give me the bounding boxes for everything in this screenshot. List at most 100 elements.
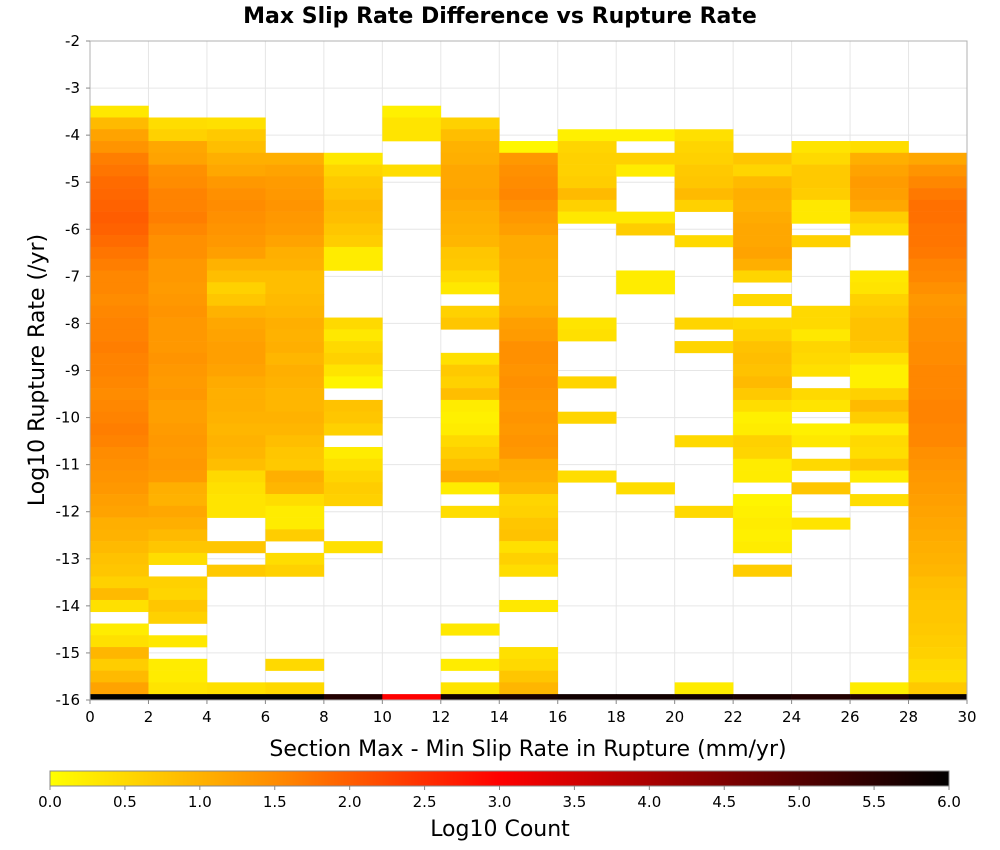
x-tick-label: 24 — [782, 708, 801, 726]
heatmap-cell — [90, 517, 149, 530]
y-tick-label: -12 — [56, 503, 81, 521]
heatmap-cell — [90, 588, 149, 601]
heatmap-cell — [90, 176, 149, 189]
heatmap-cell — [791, 329, 851, 342]
heatmap-cell — [499, 552, 559, 565]
heatmap-cell — [791, 694, 851, 701]
heatmap-cell — [733, 176, 792, 189]
heatmap-cell — [499, 364, 559, 377]
y-tick-label: -9 — [65, 362, 80, 380]
heatmap-cell — [850, 141, 909, 154]
heatmap-cell — [557, 694, 617, 701]
heatmap-cell — [148, 635, 208, 648]
heatmap-cell — [148, 352, 208, 365]
heatmap-cell — [557, 211, 617, 224]
heatmap-cell — [499, 423, 559, 436]
heatmap-cell — [323, 352, 383, 365]
heatmap-cell — [908, 470, 968, 483]
heatmap-cell — [850, 388, 909, 401]
heatmap-cell — [90, 305, 149, 318]
heatmap-cell — [616, 129, 675, 142]
y-tick-label: -4 — [65, 126, 80, 144]
heatmap-cell — [908, 199, 968, 212]
heatmap-cell — [850, 329, 909, 342]
heatmap-cell — [90, 599, 149, 613]
heatmap-cell — [265, 505, 325, 518]
colorbar-tick-label: 4.5 — [712, 793, 736, 811]
heatmap-cell — [90, 423, 149, 436]
heatmap-cell — [90, 129, 149, 142]
heatmap-cell — [323, 258, 383, 271]
heatmap-cell — [206, 564, 266, 577]
heatmap-cell — [557, 199, 617, 212]
heatmap-cell — [148, 494, 208, 507]
y-tick-label: -16 — [56, 691, 81, 709]
colorbar-tick-label: 5.0 — [787, 793, 811, 811]
heatmap-cell — [499, 329, 559, 342]
x-tick-label: 22 — [724, 708, 743, 726]
heatmap-cell — [323, 470, 383, 483]
heatmap-cell — [440, 282, 500, 295]
heatmap-cell — [908, 188, 968, 201]
heatmap-cell — [206, 505, 266, 518]
x-tick-label: 8 — [319, 708, 329, 726]
heatmap-cell — [733, 517, 792, 530]
y-tick-label: -13 — [56, 550, 81, 568]
heatmap-cell — [206, 235, 266, 248]
heatmap-cell — [674, 435, 734, 448]
heatmap-cell — [90, 294, 149, 307]
heatmap-cell — [557, 470, 617, 483]
heatmap-cell — [323, 376, 383, 389]
heatmap-cell — [148, 246, 208, 260]
heatmap-cell — [850, 494, 909, 507]
heatmap-cell — [499, 317, 559, 330]
heatmap-cell — [499, 670, 559, 683]
heatmap-cell — [206, 188, 266, 201]
heatmap-cell — [265, 564, 325, 577]
heatmap-cell — [206, 199, 266, 212]
colorbar-tick-label: 0.5 — [113, 793, 137, 811]
heatmap-cell — [440, 152, 500, 165]
heatmap-cell — [206, 282, 266, 295]
heatmap-cell — [850, 211, 909, 224]
heatmap-cell — [90, 541, 149, 554]
heatmap-cell — [323, 188, 383, 201]
heatmap-cell — [382, 105, 442, 118]
y-axis-ticks: -2 -3 -4 -5 -6 -7 -8 -9 -10 -11 -12 -13 -14 -15 -16 — [56, 32, 90, 709]
heatmap-cell — [265, 282, 325, 295]
heatmap-cell — [791, 211, 851, 224]
heatmap-cell — [499, 599, 559, 613]
heatmap-cell — [90, 576, 149, 589]
heatmap-cell — [791, 164, 851, 177]
heatmap-cell — [440, 317, 500, 330]
heatmap-cell — [733, 199, 792, 212]
heatmap-cell — [733, 235, 792, 248]
heatmap-cell — [850, 435, 909, 448]
heatmap-cell — [733, 435, 792, 448]
colorbar — [49, 770, 950, 787]
heatmap-cell — [499, 164, 559, 177]
heatmap-cell — [265, 529, 325, 542]
heatmap-cell — [382, 694, 442, 701]
heatmap-cell — [148, 129, 208, 142]
heatmap-cell — [206, 458, 266, 471]
heatmap-cell — [206, 270, 266, 283]
heatmap-cell — [148, 670, 208, 683]
colorbar-tick-label: 3.5 — [562, 793, 586, 811]
colorbar-label: Log10 Count — [430, 817, 570, 842]
heatmap-cell — [733, 470, 792, 483]
heatmap-cell — [733, 411, 792, 424]
colorbar-tick-label: 2.0 — [338, 793, 362, 811]
heatmap-cell — [791, 517, 851, 530]
heatmap-cell — [499, 152, 559, 165]
heatmap-cell — [206, 294, 266, 307]
heatmap-cell — [499, 682, 559, 695]
heatmap-cell — [206, 364, 266, 377]
heatmap-cell — [382, 117, 442, 130]
heatmap-cell — [674, 188, 734, 201]
heatmap-cell — [148, 341, 208, 354]
heatmap-cell — [908, 411, 968, 424]
colorbar-tick-label: 2.5 — [413, 793, 437, 811]
colorbar-tick-label: 4.0 — [637, 793, 661, 811]
